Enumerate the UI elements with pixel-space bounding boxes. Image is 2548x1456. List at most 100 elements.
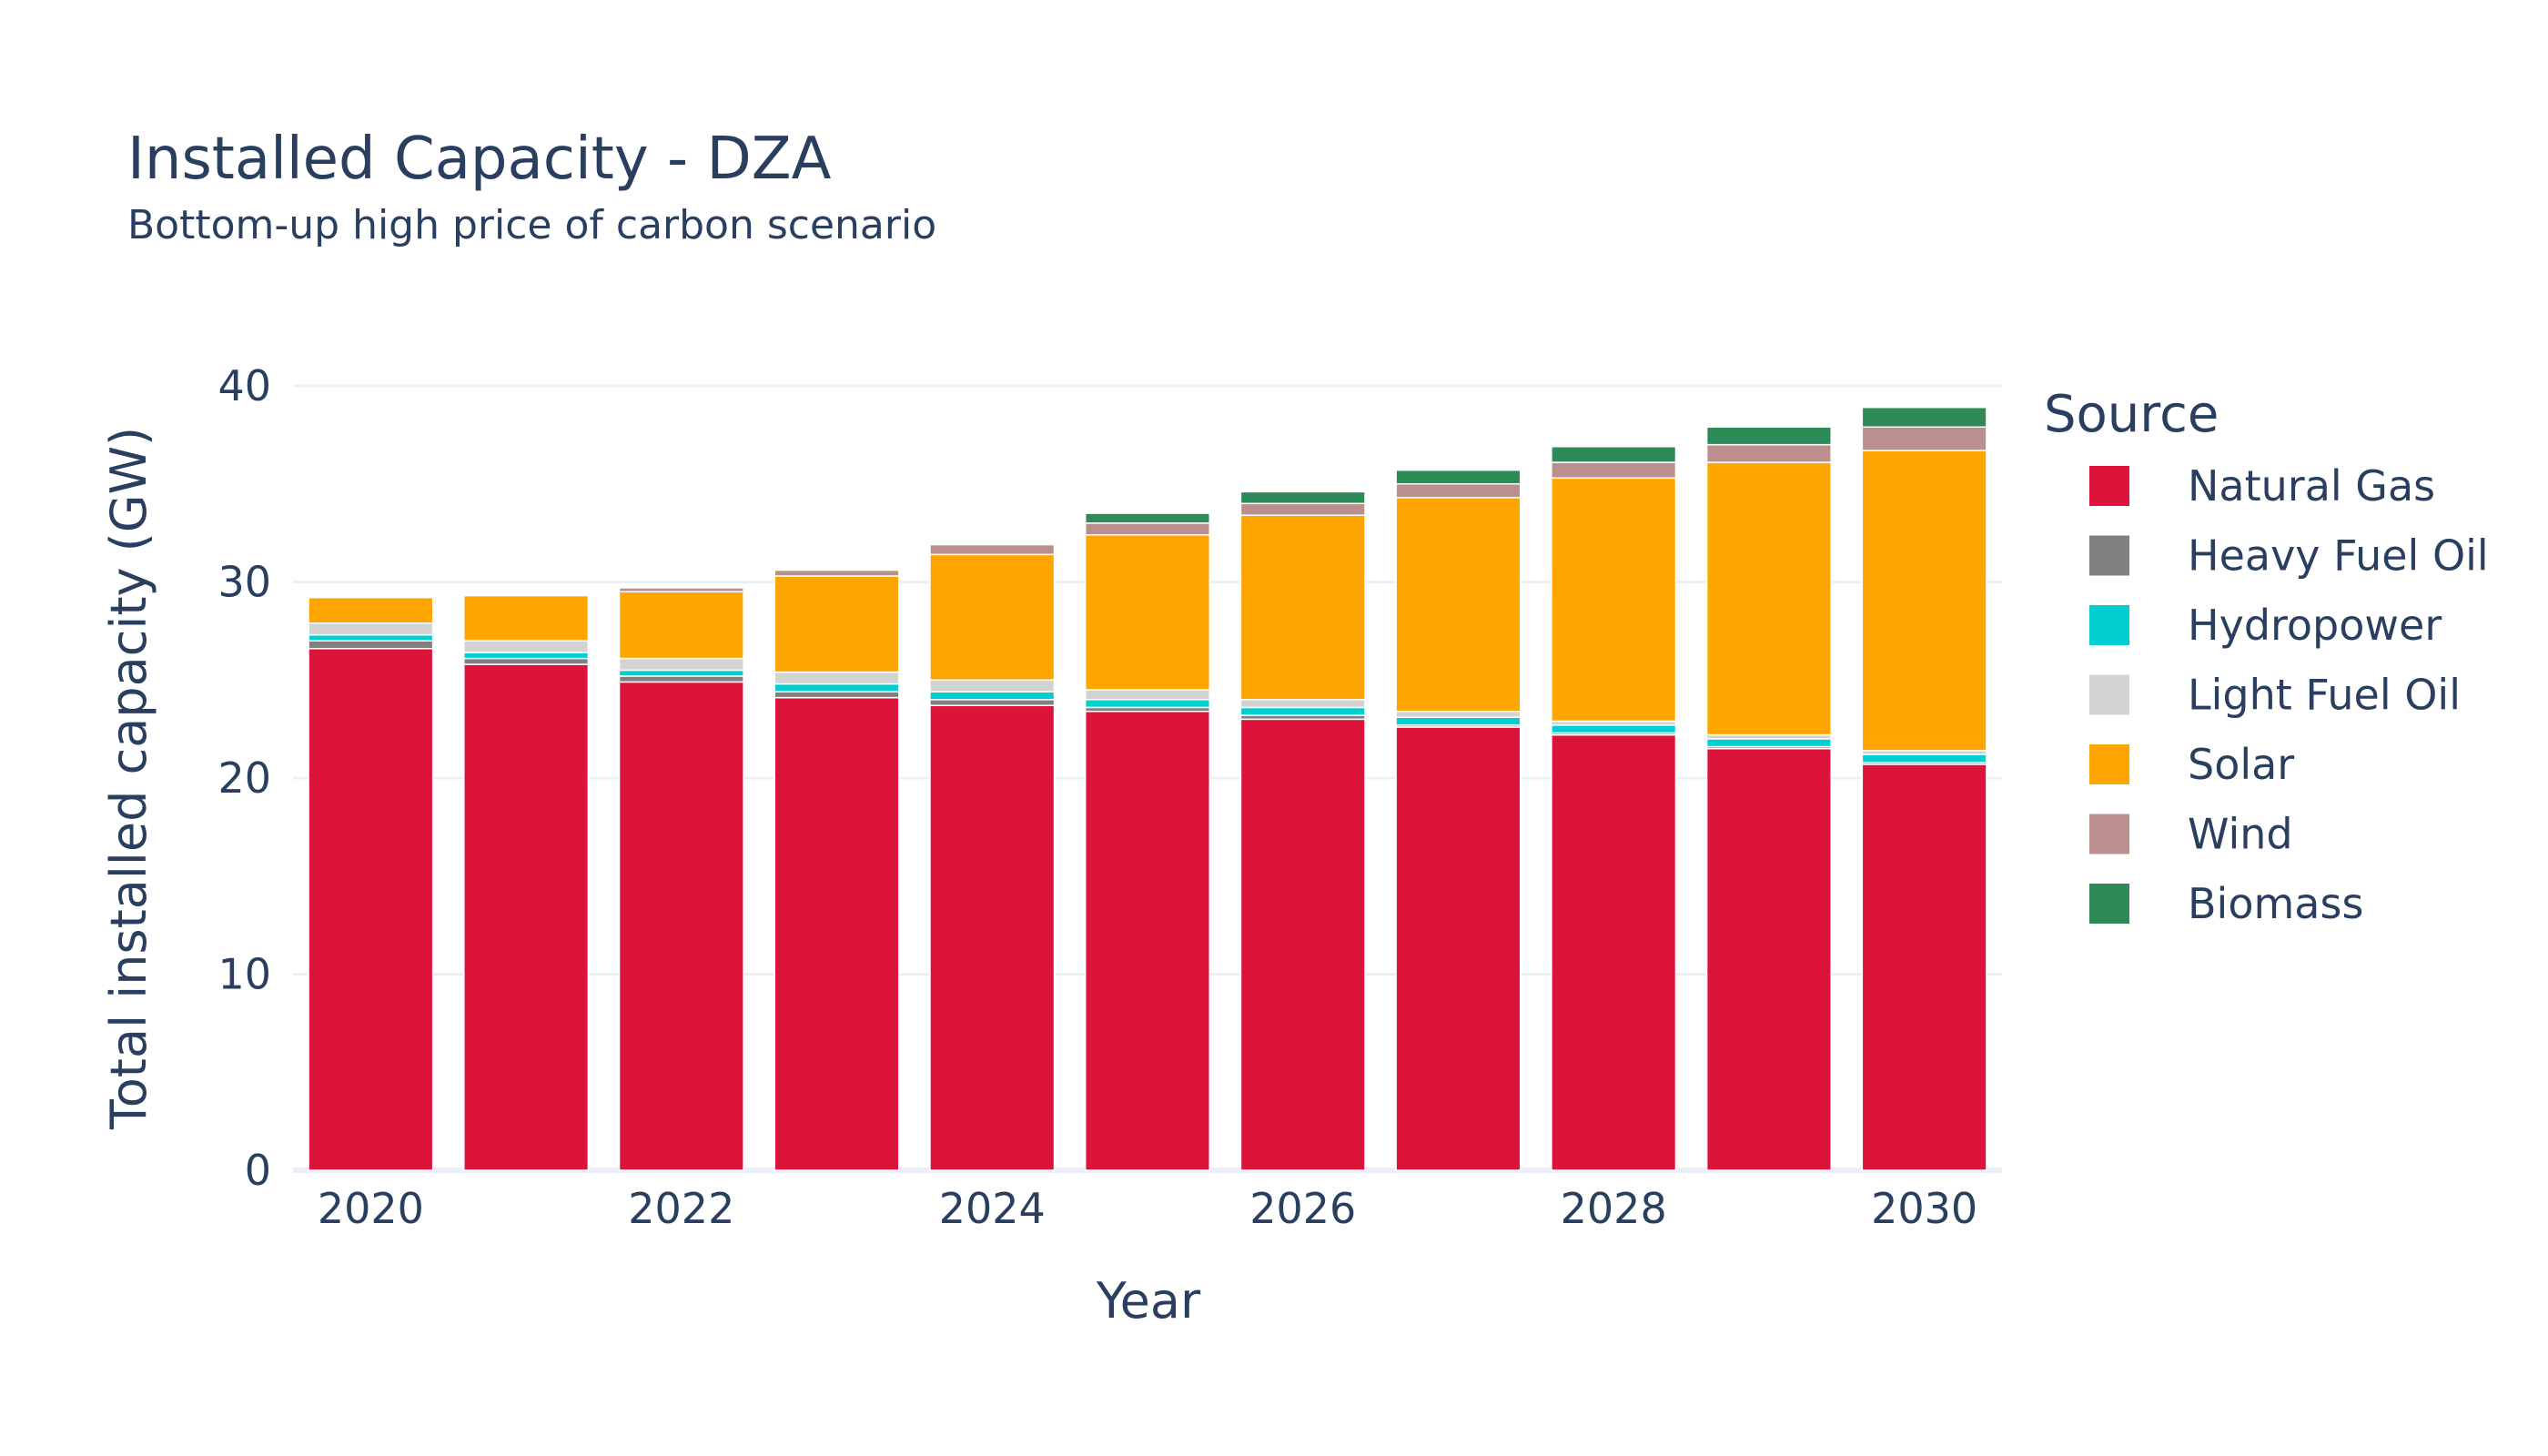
bar-segment-biomass-2027 xyxy=(1395,469,1522,485)
bar-segment-natural-gas-2026 xyxy=(1239,718,1366,1171)
x-tick-label: 2030 xyxy=(1871,1184,1977,1233)
bar-segment-solar-2030 xyxy=(1861,450,1987,752)
bar-segment-hydropower-2024 xyxy=(929,691,1056,701)
bar-segment-wind-2025 xyxy=(1084,522,1211,536)
x-tick-label: 2028 xyxy=(1561,1184,1667,1233)
legend-title: Source xyxy=(2044,385,2219,444)
y-tick-label: 30 xyxy=(217,558,271,607)
bar-stack-2026 xyxy=(1239,490,1366,1171)
bar-segment-light-fuel-oil-2025 xyxy=(1084,689,1211,701)
bar-segment-solar-2023 xyxy=(774,575,900,673)
legend-swatch xyxy=(2089,814,2129,854)
bar-stack-2020 xyxy=(308,596,434,1171)
bar-segment-wind-2028 xyxy=(1551,461,1677,480)
bar-stack-2025 xyxy=(1084,512,1211,1171)
legend-item[interactable]: Natural Gas xyxy=(2089,461,2435,511)
legend-item[interactable]: Heavy Fuel Oil xyxy=(2089,531,2489,581)
bar-stack-2023 xyxy=(774,569,900,1171)
bar-segment-natural-gas-2025 xyxy=(1084,710,1211,1171)
bar-stack-2021 xyxy=(463,594,590,1171)
bar-segment-hydropower-2026 xyxy=(1239,706,1366,716)
bar-segment-heavy-fuel-oil-2022 xyxy=(618,675,744,683)
legend-item[interactable]: Solar xyxy=(2089,740,2294,789)
chart-subtitle: Bottom-up high price of carbon scenario xyxy=(127,202,936,248)
bar-segment-light-fuel-oil-2024 xyxy=(929,679,1056,693)
bar-segment-natural-gas-2022 xyxy=(618,681,744,1171)
bar-segment-wind-2030 xyxy=(1861,426,1987,451)
bar-segment-hydropower-2027 xyxy=(1395,716,1522,726)
legend-label: Wind xyxy=(2188,810,2293,859)
bar-segment-hydropower-2025 xyxy=(1084,699,1211,709)
legend-label: Heavy Fuel Oil xyxy=(2188,531,2489,581)
bar-stack-2024 xyxy=(929,543,1056,1171)
bar-segment-hydropower-2020 xyxy=(308,633,434,642)
bar-segment-hydropower-2022 xyxy=(618,669,744,677)
bar-segment-heavy-fuel-oil-2021 xyxy=(463,657,590,665)
y-tick-label: 20 xyxy=(217,753,271,803)
bar-segment-solar-2029 xyxy=(1705,461,1832,736)
bar-stack-2027 xyxy=(1395,469,1522,1171)
bar-segment-hydropower-2028 xyxy=(1551,724,1677,734)
legend-swatch xyxy=(2089,744,2129,784)
legend-label: Hydropower xyxy=(2188,601,2442,650)
bar-segment-solar-2020 xyxy=(308,596,434,624)
legend-item[interactable]: Hydropower xyxy=(2089,601,2442,650)
bar-stack-2022 xyxy=(618,587,744,1171)
bar-segment-wind-2024 xyxy=(929,543,1056,556)
bar-stack-2028 xyxy=(1551,446,1677,1171)
y-axis-title: Total installed capacity (GW) xyxy=(100,427,157,1130)
bar-segment-natural-gas-2020 xyxy=(308,648,434,1171)
bar-segment-wind-2027 xyxy=(1395,483,1522,499)
bar-segment-heavy-fuel-oil-2023 xyxy=(774,691,900,699)
bar-segment-biomass-2029 xyxy=(1705,426,1832,446)
bar-segment-biomass-2025 xyxy=(1084,512,1211,524)
bar-segment-heavy-fuel-oil-2024 xyxy=(929,699,1056,707)
bar-segment-natural-gas-2029 xyxy=(1705,747,1832,1171)
y-tick-label: 0 xyxy=(245,1146,271,1195)
chart-title: Installed Capacity - DZA xyxy=(127,126,832,193)
bar-segment-light-fuel-oil-2026 xyxy=(1239,699,1366,709)
legend-swatch xyxy=(2089,466,2129,506)
bar-segment-natural-gas-2030 xyxy=(1861,763,1987,1171)
bar-segment-light-fuel-oil-2020 xyxy=(308,622,434,636)
legend-swatch xyxy=(2089,535,2129,576)
x-tick-label: 2026 xyxy=(1249,1184,1356,1233)
bar-segment-light-fuel-oil-2027 xyxy=(1395,710,1522,718)
bar-segment-solar-2022 xyxy=(618,591,744,660)
legend-item[interactable]: Light Fuel Oil xyxy=(2089,671,2461,720)
bar-segment-solar-2026 xyxy=(1239,514,1366,701)
legend-swatch xyxy=(2089,674,2129,715)
bar-segment-light-fuel-oil-2022 xyxy=(618,657,744,672)
bar-segment-heavy-fuel-oil-2020 xyxy=(308,640,434,650)
y-tick-label: 40 xyxy=(217,361,271,410)
bar-segment-natural-gas-2023 xyxy=(774,696,900,1171)
bar-segment-wind-2022 xyxy=(618,587,744,593)
bar-segment-solar-2028 xyxy=(1551,477,1677,723)
bar-segment-solar-2027 xyxy=(1395,497,1522,713)
x-tick-label: 2024 xyxy=(939,1184,1046,1233)
bar-segment-hydropower-2023 xyxy=(774,682,900,693)
bar-segment-light-fuel-oil-2021 xyxy=(463,640,590,653)
y-tick-labels: 0 10 20 30 40 xyxy=(217,361,271,1195)
legend-label: Natural Gas xyxy=(2188,461,2435,511)
legend-swatch xyxy=(2089,884,2129,924)
legend-swatch xyxy=(2089,605,2129,645)
bar-segment-natural-gas-2028 xyxy=(1551,733,1677,1171)
bar-segment-solar-2025 xyxy=(1084,534,1211,691)
bar-stack-2030 xyxy=(1861,406,1987,1171)
bar-segment-biomass-2030 xyxy=(1861,406,1987,429)
legend-label: Solar xyxy=(2188,740,2294,789)
bar-segment-wind-2029 xyxy=(1705,443,1832,463)
bar-segment-natural-gas-2027 xyxy=(1395,726,1522,1171)
bar-stack-2029 xyxy=(1705,426,1832,1171)
bar-segment-light-fuel-oil-2023 xyxy=(774,671,900,685)
x-tick-label: 2020 xyxy=(318,1184,424,1233)
x-axis-title: Year xyxy=(1096,1272,1201,1330)
bars xyxy=(308,406,1987,1171)
bar-segment-biomass-2026 xyxy=(1239,490,1366,505)
legend-item[interactable]: Biomass xyxy=(2089,879,2363,928)
x-tick-labels: 2020 2022 2024 2026 2028 2030 xyxy=(318,1184,1977,1233)
legend-item[interactable]: Wind xyxy=(2089,810,2293,859)
